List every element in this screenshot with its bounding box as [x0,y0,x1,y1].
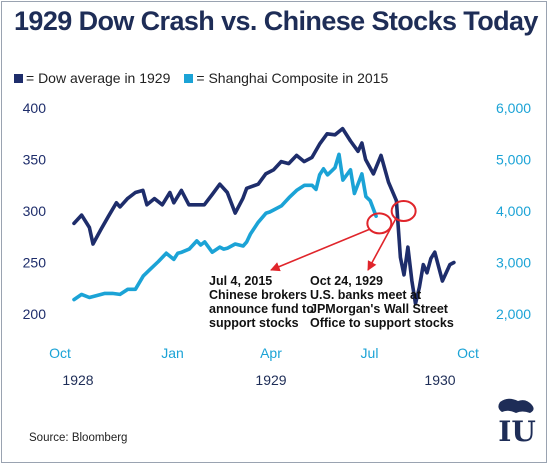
y-left-tick-label: 200 [23,306,47,322]
x-tick-year: 1930 [424,372,455,388]
y-right-tick-label: 4,000 [496,203,531,219]
legend: = Dow average in 1929 = Shanghai Composi… [14,70,402,86]
legend-item-shanghai: = Shanghai Composite in 2015 [184,70,388,86]
y-right-tick-label: 3,000 [496,255,531,271]
legend-swatch-shanghai [184,73,194,83]
legend-label-shanghai: = Shanghai Composite in 2015 [196,70,389,86]
x-tick-year: 1929 [255,372,286,388]
annotation-jul-2015: Jul 4, 2015 Chinese brokers announce fun… [209,274,314,330]
logo-letters: IU [498,415,536,446]
y-right-tick-label: 5,000 [496,152,531,168]
legend-item-dow: = Dow average in 1929 [14,70,170,86]
x-tick-month: Apr [260,345,282,361]
y-left-tick-label: 400 [23,100,47,116]
annotation-arrow-2015 [270,228,370,272]
publisher-logo-icon: IU [498,398,536,446]
y-left-tick-label: 300 [23,203,47,219]
y-left-tick-label: 350 [23,152,47,168]
chart-title: 1929 Dow Crash vs. Chinese Stocks Today [14,6,538,36]
annotation-oct-1929: Oct 24, 1929 U.S. banks meet at JPMorgan… [310,274,454,330]
y-left-tick-label: 250 [23,255,47,271]
series-line-shanghai [72,152,378,302]
x-tick-month: Jul [361,345,379,361]
series-line-dow [72,126,456,306]
annotation-arrow-1929 [367,218,397,271]
logo-bird-shape [498,398,534,413]
x-tick-month: Jan [161,345,184,361]
y-right-tick-label: 2,000 [496,306,531,322]
x-tick-month: Oct [457,345,479,361]
legend-label-dow: = Dow average in 1929 [26,70,171,86]
x-tick-year: 1928 [62,372,93,388]
annotation-circle-1929 [390,200,417,222]
annotation-circle-2015 [366,212,393,235]
x-tick-month: Oct [49,345,71,361]
legend-swatch-dow [14,73,23,83]
source-note: Source: Bloomberg [29,432,128,444]
y-right-tick-label: 6,000 [496,100,531,116]
